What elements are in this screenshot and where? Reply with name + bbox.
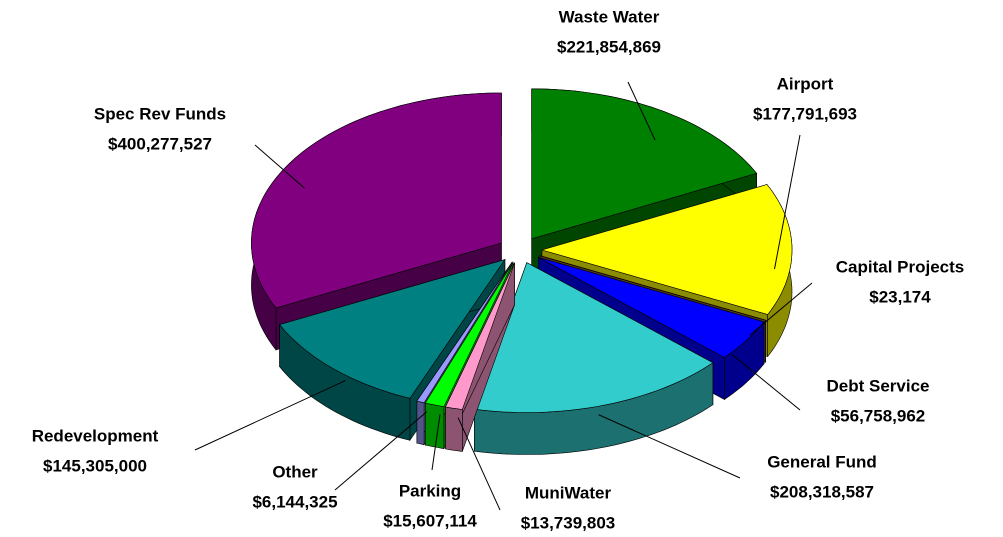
slice <box>279 259 506 399</box>
slice <box>473 262 714 413</box>
slice-label: Debt Service <box>827 376 930 395</box>
slice <box>424 262 514 408</box>
value-label: $6,144,325 <box>252 492 337 511</box>
slice-label: Capital Projects <box>836 257 965 276</box>
value-label: $177,791,693 <box>753 104 857 123</box>
slice-label: Waste Water <box>559 7 660 26</box>
value-label: $56,758,962 <box>831 406 926 425</box>
leader-line <box>774 134 801 270</box>
value-label: $400,277,527 <box>108 134 212 153</box>
leader-line <box>334 411 428 491</box>
leader-line <box>749 282 813 336</box>
leader-line <box>254 144 305 189</box>
leader-line <box>731 353 801 411</box>
leader-line <box>194 380 346 451</box>
slice-side <box>424 402 445 450</box>
value-label: $145,305,000 <box>43 456 147 475</box>
value-label: $13,739,803 <box>521 513 616 532</box>
leader-line <box>431 414 441 471</box>
leader-line <box>627 81 656 141</box>
slice-label: Spec Rev Funds <box>94 104 226 123</box>
slice-label: Redevelopment <box>32 426 159 445</box>
slice-side <box>416 400 425 446</box>
slice-label: MuniWater <box>525 483 612 502</box>
slice <box>445 262 515 410</box>
leader-line <box>598 414 741 479</box>
value-label: $15,607,114 <box>383 511 477 530</box>
slice <box>539 255 766 321</box>
value-label: $208,318,587 <box>770 482 874 501</box>
value-label: $23,174 <box>869 287 931 306</box>
slice-label: General Fund <box>767 452 877 471</box>
slice-label: Airport <box>777 74 834 93</box>
value-label: $221,854,869 <box>557 37 661 56</box>
slice-side <box>445 406 463 452</box>
slice <box>251 92 502 309</box>
slice <box>540 184 793 315</box>
slice-label: Other <box>272 462 318 481</box>
slice <box>531 88 758 240</box>
slice-label: Parking <box>399 481 461 500</box>
slice <box>416 262 513 404</box>
leader-line <box>457 417 501 511</box>
